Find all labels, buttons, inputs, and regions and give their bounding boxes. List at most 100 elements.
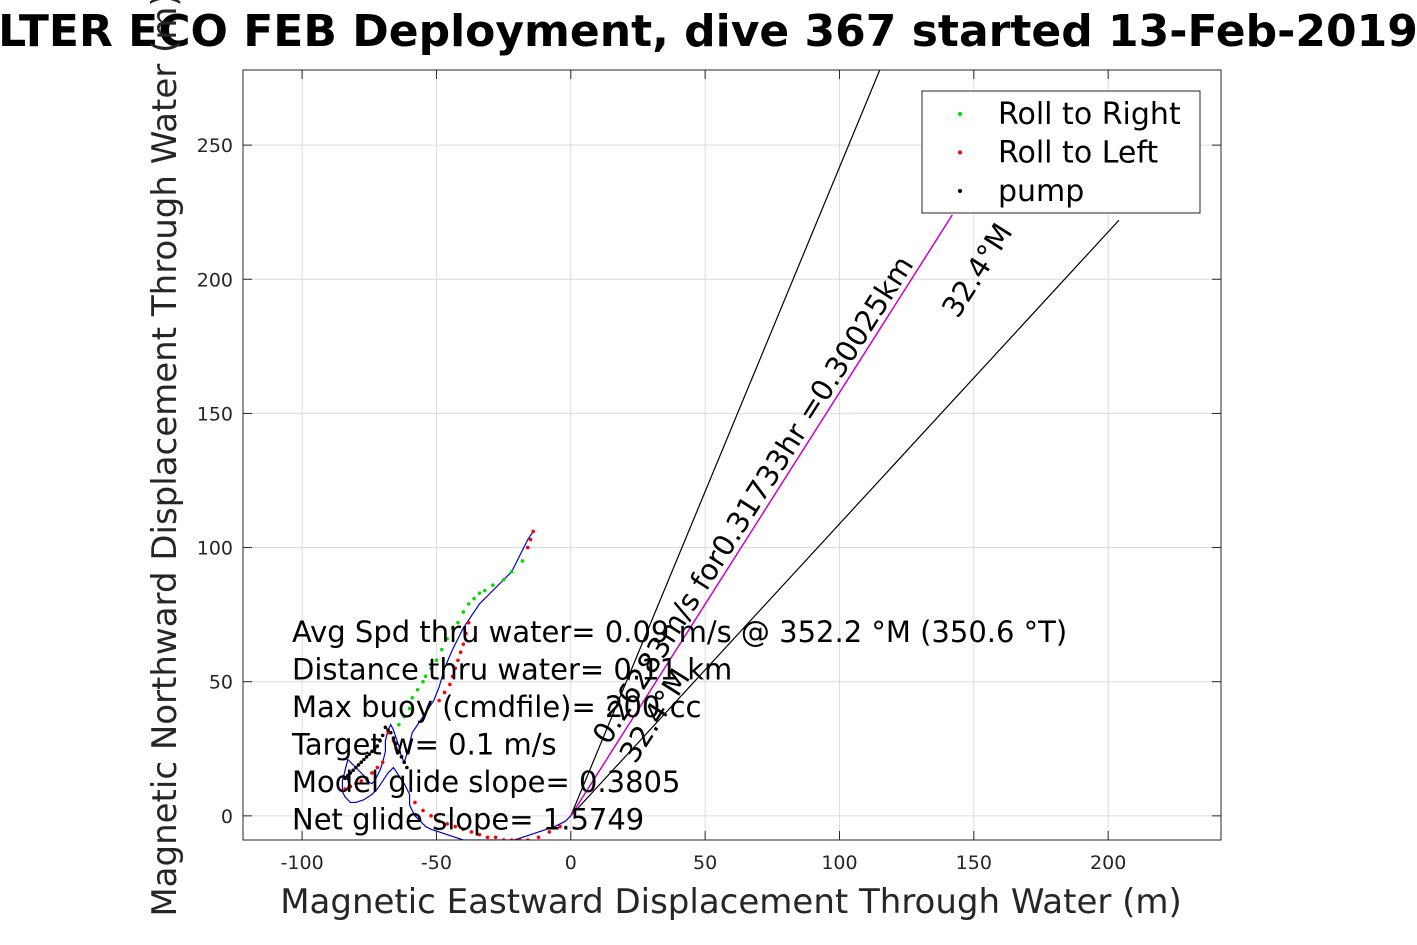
x-tick-label: 200 [1090, 852, 1126, 874]
stat-line: Target w= 0.1 m/s [291, 728, 557, 762]
roll-right-point [483, 588, 487, 593]
roll-left-point [458, 650, 463, 654]
y-axis-label: Magnetic Northward Displacement Through … [145, 0, 185, 917]
roll-left-point [453, 824, 458, 829]
roll-left-point [348, 784, 353, 789]
roll-right-point [466, 602, 471, 606]
x-axis-label: Magnetic Eastward Displacement Through W… [280, 882, 1182, 922]
roll-left-point [343, 787, 347, 791]
pump-point [405, 765, 409, 770]
roll-left-point [375, 765, 380, 770]
y-tick-label: 100 [197, 538, 233, 560]
pump-point [351, 768, 355, 773]
roll-left-point [413, 800, 417, 805]
roll-left-point [453, 666, 458, 671]
stat-line: Net glide slope= 1.5749 [292, 803, 644, 837]
roll-left-point [442, 690, 447, 695]
x-tick-label: -100 [281, 852, 324, 874]
roll-left-point [466, 620, 471, 625]
roll-right-point [509, 569, 514, 574]
pump-point [380, 733, 385, 738]
roll-right-point [434, 658, 439, 663]
roll-left-point [536, 835, 541, 840]
pump-point [399, 755, 404, 759]
roll-left-point [464, 631, 468, 636]
roll-left-point [364, 776, 369, 781]
pump-point [362, 757, 366, 762]
roll-left-point [461, 642, 466, 646]
pump-point [356, 763, 361, 767]
roll-right-point [456, 620, 460, 625]
roll-left-point [370, 771, 374, 775]
pump-point [391, 736, 396, 740]
pump-point [394, 741, 398, 746]
chart-title: LTER ECO FEB Deployment, dive 367 starte… [0, 6, 1417, 57]
roll-right-point [397, 722, 401, 727]
legend-label: pump [998, 174, 1084, 209]
stat-line: Model glide slope= 0.3805 [292, 765, 680, 799]
stat-line: Distance thru water= 0.11 km [292, 653, 732, 687]
pump-point [386, 728, 390, 732]
stat-line: Max buoy (cmdfile)= 200 cc [292, 690, 701, 724]
roll-left-point [461, 827, 466, 832]
roll-left-point [558, 824, 562, 829]
roll-right-point [491, 583, 495, 587]
pump-point [372, 746, 377, 751]
x-tick-label: 50 [693, 852, 717, 874]
roll-left-point [394, 746, 398, 751]
x-tick-label: 0 [565, 852, 577, 874]
roll-left-point [386, 730, 390, 735]
roll-left-point [528, 537, 533, 542]
stat-line: Avg Spd thru water= 0.09 m/s @ 352.2 °M … [292, 615, 1067, 649]
pump-point [378, 738, 382, 743]
roll-right-point [445, 636, 449, 641]
roll-right-point [415, 687, 420, 692]
roll-left-point [437, 698, 441, 703]
x-tick-label: -50 [421, 852, 452, 874]
roll-right-point [423, 674, 428, 679]
roll-left-point [354, 781, 358, 786]
heading-label-upper: 32.4°M [935, 217, 1019, 323]
roll-left-point [493, 835, 498, 840]
roll-left-point [469, 830, 474, 834]
roll-left-point [485, 835, 490, 840]
roll-left-point [359, 779, 364, 783]
roll-right-point [520, 559, 525, 563]
heading-line [570, 214, 953, 817]
roll-left-point [429, 814, 433, 818]
pump-point [345, 773, 350, 778]
roll-left-point [437, 819, 441, 824]
y-tick-label: 200 [197, 269, 233, 291]
legend-marker [958, 189, 962, 193]
roll-left-point [450, 674, 455, 679]
glider-track-line [341, 531, 572, 840]
y-tick-label: 0 [221, 806, 233, 828]
pump-point [388, 730, 393, 735]
pump-point [383, 725, 388, 730]
axis-ticks: -100 -50 0 50 100 150 200 0 50 100 150 200 250 [197, 70, 1221, 874]
legend-marker [958, 150, 962, 155]
pump-point [348, 771, 353, 775]
y-tick-label: 150 [197, 403, 233, 425]
roll-left-point [391, 738, 396, 743]
pump-point [402, 760, 407, 764]
roll-left-point [448, 682, 452, 687]
pump-point [359, 760, 364, 764]
roll-left-point [477, 832, 482, 837]
roll-right-point [410, 696, 415, 700]
bound-line-2 [570, 219, 1120, 817]
y-tick-label: 50 [209, 672, 233, 694]
roll-right-point [407, 706, 412, 711]
roll-right-point [461, 610, 466, 614]
legend-marker [958, 112, 962, 116]
bound-line-1 [570, 70, 881, 817]
pump-point [343, 776, 347, 781]
x-tick-label: 150 [956, 852, 992, 874]
legend-box [921, 90, 1201, 214]
pump-point [370, 749, 374, 754]
legend-label: Roll to Right [998, 97, 1181, 132]
roll-left-point [531, 529, 535, 534]
roll-right-point [477, 591, 482, 595]
